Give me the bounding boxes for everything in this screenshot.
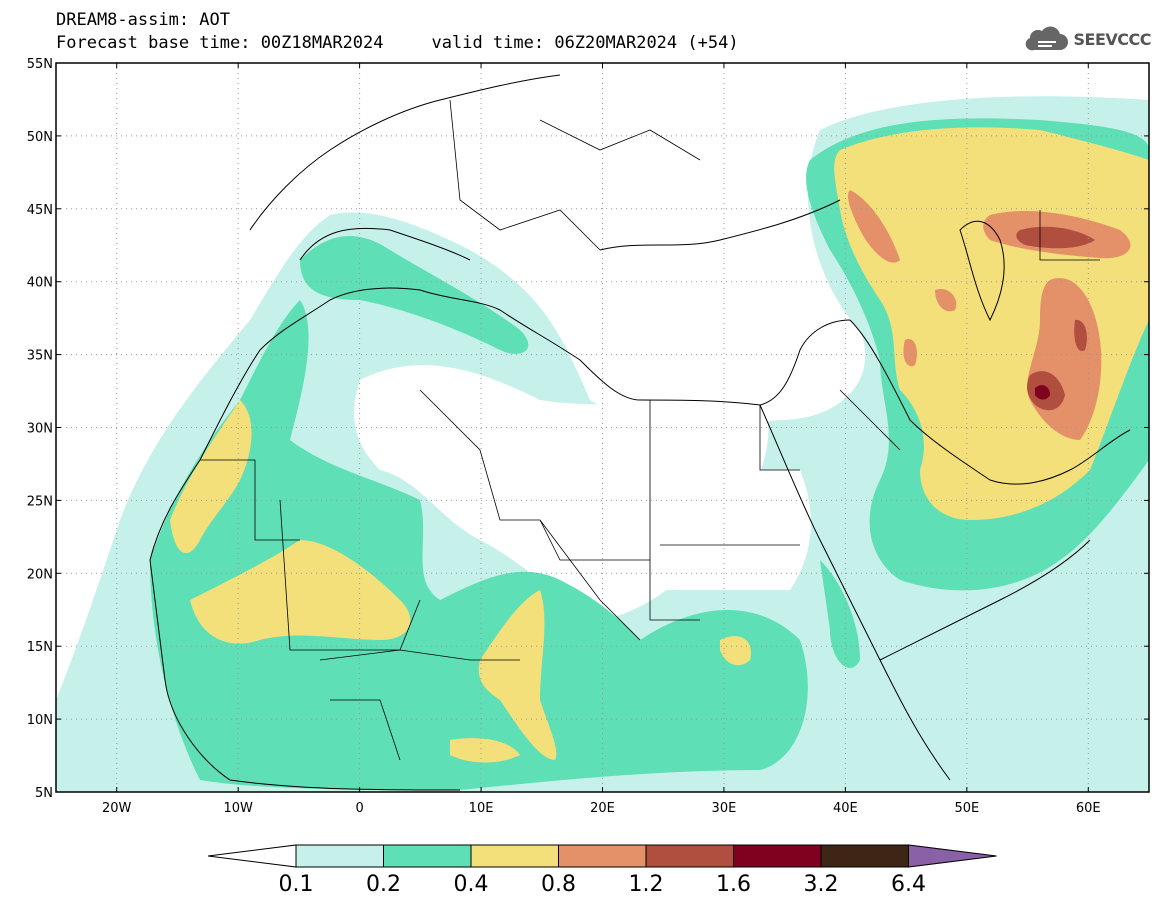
base-time: Forecast base time: 00Z18MAR2024 — [56, 33, 384, 53]
lat-tick-label: 45N — [27, 203, 53, 218]
lat-tick-label: 5N — [35, 786, 53, 801]
colorbar-under-arrow — [207, 844, 297, 868]
lon-tick-label: 50E — [954, 801, 979, 816]
lat-tick-label: 40N — [27, 276, 53, 291]
colorbar-label: 3.2 — [804, 872, 839, 897]
colorbar-over-arrow — [908, 844, 997, 868]
colorbar-label: 0.2 — [366, 872, 401, 897]
colorbar: 0.1 0.2 0.4 0.8 1.2 1.6 3.2 6.4 — [207, 844, 997, 897]
lon-tick-label: 10E — [469, 801, 494, 816]
colorbar-bin — [645, 844, 734, 868]
colorbar-label: 0.8 — [541, 872, 576, 897]
seevccc-logo: SEEVCCC — [1024, 22, 1152, 56]
lat-tick-label: 50N — [27, 130, 53, 145]
lon-tick-label: 20W — [102, 801, 132, 816]
lat-tick-label: 20N — [27, 567, 53, 582]
aot-band-6 — [1035, 385, 1050, 400]
country-borders — [200, 99, 1100, 761]
lat-tick-label: 15N — [27, 640, 53, 655]
colorbar-bin — [733, 844, 822, 868]
colorbar-bin — [558, 844, 647, 868]
lat-tick-label: 25N — [27, 494, 53, 509]
colorbar-label: 1.6 — [716, 872, 751, 897]
logo-text: SEEVCCC — [1073, 29, 1152, 49]
lat-tick-label: 10N — [27, 713, 53, 728]
lon-tick-label: 10W — [223, 801, 253, 816]
valid-time: valid time: 06Z20MAR2024 (+54) — [431, 33, 739, 53]
colorbar-bin — [820, 844, 909, 868]
graticule — [56, 63, 1149, 792]
axis-ticks: 55N 50N 45N 40N 35N 30N 25N 20N 15N 10N 5N 20W 10W 0 1… — [27, 57, 1149, 816]
coastlines — [149, 74, 1131, 791]
lat-tick-label: 30N — [27, 422, 53, 437]
lon-tick-label: 60E — [1076, 801, 1101, 816]
lon-tick-label: 40E — [833, 801, 858, 816]
colorbar-label: 0.4 — [454, 872, 489, 897]
colorbar-bin — [383, 844, 472, 868]
cloud-icon — [1025, 26, 1068, 51]
aot-band-5 — [1016, 226, 1095, 411]
lon-tick-label: 0 — [355, 801, 363, 816]
lat-tick-label: 55N — [27, 57, 53, 72]
aot-fields — [56, 96, 1149, 792]
forecast-times: Forecast base time: 00Z18MAR2024 valid ti… — [56, 33, 739, 53]
colorbar-bin — [295, 844, 384, 868]
lat-tick-label: 35N — [27, 349, 53, 364]
map-title: DREAM8-assim: AOT — [56, 10, 230, 30]
colorbar-label: 6.4 — [891, 872, 926, 897]
colorbar-label: 0.1 — [279, 872, 314, 897]
colorbar-label: 1.2 — [629, 872, 664, 897]
colorbar-bin — [470, 844, 559, 868]
lon-tick-label: 20E — [590, 801, 615, 816]
lon-tick-label: 30E — [712, 801, 737, 816]
